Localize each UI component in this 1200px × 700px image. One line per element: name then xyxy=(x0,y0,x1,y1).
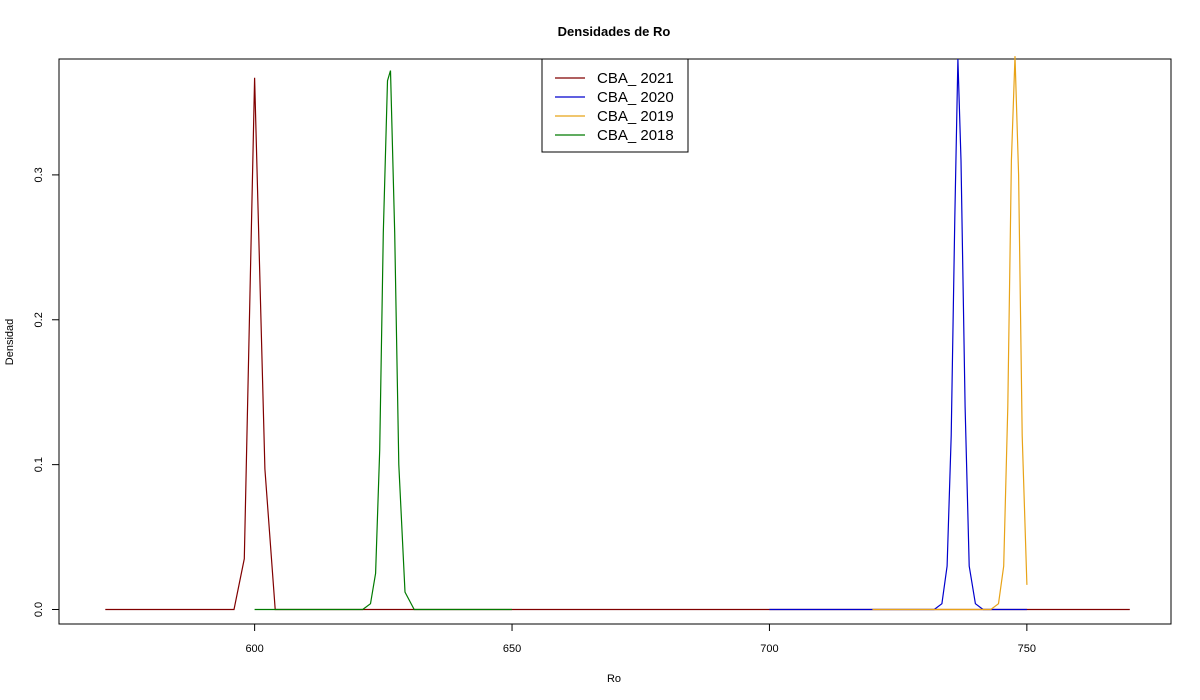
chart-title: Densidades de Ro xyxy=(558,24,671,39)
series-line-0 xyxy=(105,77,1130,611)
y-tick-label: 0.3 xyxy=(33,167,45,182)
x-axis: 600 650 700 750 xyxy=(245,623,1036,655)
series-line-3 xyxy=(254,70,512,611)
y-tick-label: 0.2 xyxy=(33,312,45,327)
x-tick-label: 750 xyxy=(1018,643,1036,655)
legend: CBA_ 2021 CBA_ 2020 CBA_ 2019 CBA_ 2018 xyxy=(541,58,689,153)
series-line-1 xyxy=(769,58,1027,611)
x-axis-label: Ro xyxy=(607,673,621,685)
legend-box xyxy=(541,58,689,153)
series-line-2 xyxy=(872,56,1028,611)
y-tick-label: 0.1 xyxy=(33,457,45,472)
legend-label: CBA_ 2019 xyxy=(597,108,674,125)
x-tick-label: 650 xyxy=(503,643,521,655)
legend-label: CBA_ 2020 xyxy=(597,89,674,106)
x-tick-label: 600 xyxy=(245,643,263,655)
series-lines xyxy=(105,56,1130,611)
x-tick-label: 700 xyxy=(760,643,778,655)
y-axis-label: Densidad xyxy=(4,319,16,365)
y-tick-label: 0.0 xyxy=(33,602,45,617)
legend-label: CBA_ 2021 xyxy=(597,70,674,87)
y-axis: 0.0 0.1 0.2 0.3 xyxy=(33,167,60,617)
legend-label: CBA_ 2018 xyxy=(597,127,674,144)
